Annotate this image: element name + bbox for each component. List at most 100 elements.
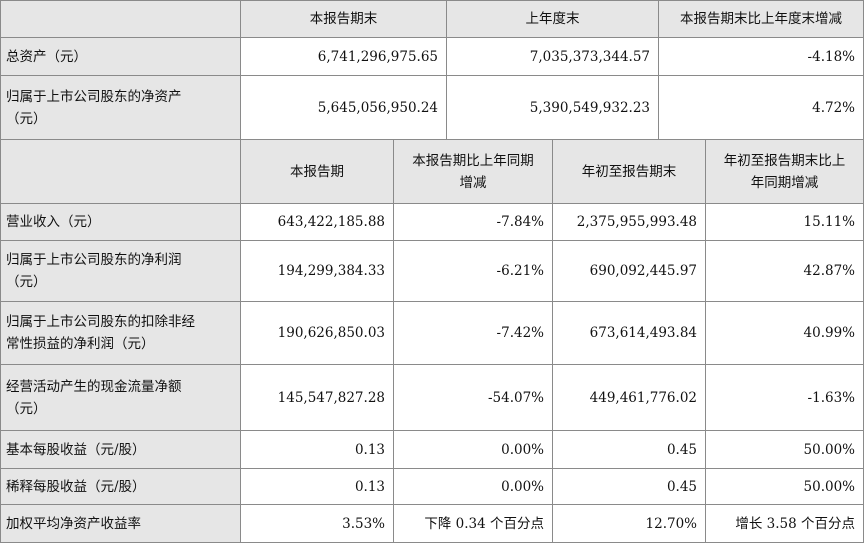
header-text: 本报告期末 [309,10,378,27]
value-cell: 0.00% [394,469,553,505]
value-text: -54.07% [487,389,544,406]
mid-header-col3: 年初至报告期末 [553,140,706,204]
header-text: 年同期增减 [750,174,819,191]
value-text: 0.45 [666,441,697,458]
value-cell: -6.21% [394,241,553,302]
label-line: 加权平均净资产收益率 [6,515,141,532]
value-text: 42.87% [803,263,855,279]
value-text: 5,390,549,932.23 [529,99,650,116]
value-text: -4.18% [807,48,855,65]
value-cell: 0.13 [241,469,394,505]
header-text: 年初至报告期末 [581,163,677,180]
value-text: 690,092,445.97 [589,263,697,279]
value-cell: 0.45 [553,469,706,505]
value-text: -7.84% [496,214,544,230]
label-line: 基本每股收益（元/股） [6,441,146,458]
header-text: 本报告期末比上年度末增减 [680,10,842,27]
header-text: 上年度末 [525,10,580,27]
row-label-diluted-eps: 稀释每股收益（元/股） [0,469,241,505]
value-cell: 0.00% [394,431,553,469]
value-text: 4.72% [812,99,855,116]
value-cell: 690,092,445.97 [553,241,706,302]
top-header-col1: 本报告期末 [241,0,447,38]
value-cell: 190,626,850.03 [241,302,394,365]
value-text: 145,547,827.28 [277,389,385,406]
label-line: 稀释每股收益（元/股） [6,478,146,495]
value-text: -7.42% [496,325,544,341]
header-text: 本报告期比上年同期 [412,152,534,169]
value-text: 194,299,384.33 [277,263,385,279]
value-cell: 5,645,056,950.24 [241,76,447,140]
value-cell: 0.45 [553,431,706,469]
value-text: 增长 3.58 个百分点 [735,515,855,532]
value-cell: 449,461,776.02 [553,365,706,431]
value-cell: 0.13 [241,431,394,469]
top-header-col3: 本报告期末比上年度末增减 [659,0,864,38]
value-text: 2,375,955,993.48 [576,214,697,230]
value-cell: 6,741,296,975.65 [241,38,447,76]
value-cell: 643,422,185.88 [241,204,394,241]
value-text: 0.00% [501,478,544,495]
value-cell: 673,614,493.84 [553,302,706,365]
value-cell: 194,299,384.33 [241,241,394,302]
row-label-basic-eps: 基本每股收益（元/股） [0,431,241,469]
value-cell: 40.99% [706,302,864,365]
value-cell: -1.63% [706,365,864,431]
row-label-net-assets: 归属于上市公司股东的净资产 （元） [0,76,241,140]
value-text: 0.13 [354,441,385,458]
value-text: 下降 0.34 个百分点 [424,515,544,532]
header-text: 年初至报告期末比上 [723,152,846,169]
value-cell: 7,035,373,344.57 [447,38,659,76]
value-cell: -54.07% [394,365,553,431]
value-text: 3.53% [342,515,385,532]
label-line: 归属于上市公司股东的扣除非经 [6,314,195,330]
value-cell: 42.87% [706,241,864,302]
top-header-blank [0,0,241,38]
value-text: -6.21% [496,263,544,279]
value-text: 673,614,493.84 [589,325,697,341]
value-text: 12.70% [645,515,697,532]
label-line: （元） [6,274,47,290]
mid-header-col2: 本报告期比上年同期 增减 [394,140,553,204]
label-line: 归属于上市公司股东的净利润 [6,252,182,268]
row-label-operating-cash-flow: 经营活动产生的现金流量净额 （元） [0,365,241,431]
value-cell: -7.42% [394,302,553,365]
value-text: 7,035,373,344.57 [529,48,650,65]
value-text: 5,645,056,950.24 [317,99,438,116]
value-cell: 145,547,827.28 [241,365,394,431]
label-line: 常性损益的净利润（元） [6,336,155,352]
row-label-revenue: 营业收入（元） [0,204,241,241]
value-cell: 5,390,549,932.23 [447,76,659,140]
mid-header-col4: 年初至报告期末比上 年同期增减 [706,140,864,204]
label-line: （元） [6,110,47,127]
value-text: 190,626,850.03 [277,325,385,341]
value-cell: 下降 0.34 个百分点 [394,505,553,543]
value-cell: 2,375,955,993.48 [553,204,706,241]
header-text: 增减 [459,174,487,191]
value-cell: 50.00% [706,431,864,469]
mid-header-col1: 本报告期 [241,140,394,204]
value-cell: 4.72% [659,76,864,140]
mid-header-blank [0,140,241,204]
label-line: 经营活动产生的现金流量净额 [6,378,182,395]
value-text: 50.00% [803,441,855,458]
value-cell: -4.18% [659,38,864,76]
label-line: 总资产（元） [6,48,87,65]
value-cell: 增长 3.58 个百分点 [706,505,864,543]
value-text: 50.00% [803,478,855,495]
value-text: 643,422,185.88 [277,214,385,230]
label-line: （元） [6,400,47,417]
value-text: 40.99% [803,325,855,341]
row-label-total-assets: 总资产（元） [0,38,241,76]
value-text: 449,461,776.02 [589,389,697,406]
value-text: 15.11% [803,214,855,230]
value-text: -1.63% [807,389,855,406]
row-label-net-profit: 归属于上市公司股东的净利润 （元） [0,241,241,302]
value-text: 6,741,296,975.65 [317,48,438,65]
value-text: 0.00% [501,441,544,458]
row-label-net-profit-deducted: 归属于上市公司股东的扣除非经 常性损益的净利润（元） [0,302,241,365]
label-line: 归属于上市公司股东的净资产 [6,88,182,105]
value-cell: 12.70% [553,505,706,543]
value-cell: 15.11% [706,204,864,241]
